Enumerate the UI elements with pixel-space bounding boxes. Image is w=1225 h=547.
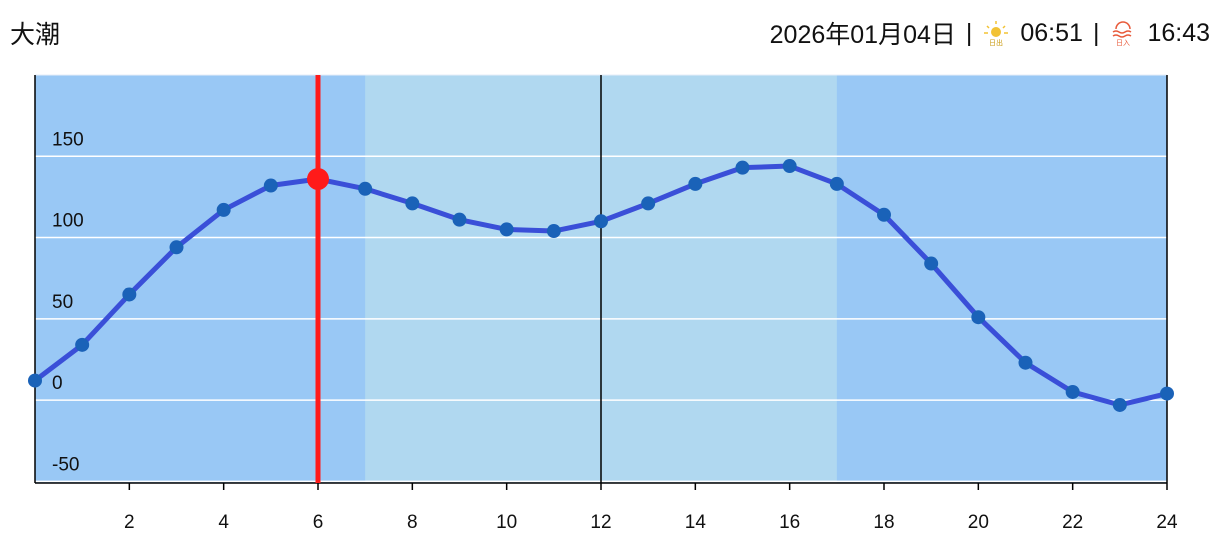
sunrise-icon-text: 日出 — [989, 38, 1003, 47]
x-tick-label: 16 — [779, 512, 800, 533]
tide-point — [641, 196, 656, 211]
x-tick-label: 24 — [1156, 512, 1178, 533]
y-tick-label: 150 — [52, 129, 84, 150]
tide-point — [405, 196, 420, 211]
tide-point — [1018, 355, 1033, 370]
tide-point — [829, 176, 844, 191]
tide-point — [688, 176, 703, 191]
tide-point — [28, 373, 42, 388]
y-tick-label: 0 — [52, 373, 63, 394]
separator: | — [1092, 18, 1100, 47]
tide-point — [1065, 384, 1080, 399]
date: 2026年01月04日 — [769, 21, 956, 49]
sunset-icon-text: 日入 — [1116, 39, 1130, 47]
sunset-icon: 日入 — [1113, 21, 1132, 47]
x-tick-label: 4 — [218, 512, 229, 533]
x-tick-label: 6 — [313, 512, 324, 533]
tide-point — [499, 222, 514, 237]
y-tick-label: -50 — [52, 454, 79, 475]
tide-point — [546, 224, 561, 239]
header: 大潮 2026年01月04日 | 日出 06:51 | 日入 16:43 — [0, 0, 1225, 66]
tide-point — [452, 212, 467, 227]
x-tick-label: 10 — [496, 512, 517, 533]
x-tick-label: 20 — [968, 512, 989, 533]
tide-point — [263, 178, 278, 193]
header-info: 2026年01月04日 | 日出 06:51 | 日入 16:43 — [770, 15, 1210, 51]
tide-point — [877, 207, 891, 222]
y-tick-label: 100 — [52, 211, 84, 232]
current-point — [307, 168, 329, 191]
tide-point — [1160, 386, 1174, 401]
sunrise-icon: 日出 — [984, 21, 1009, 47]
tide-point — [216, 202, 231, 217]
tide-point — [122, 287, 137, 302]
tide-point — [924, 256, 939, 271]
tide-type: 大潮 — [10, 21, 61, 49]
tide-point — [735, 160, 750, 175]
x-tick-label: 2 — [124, 512, 135, 533]
sunset-time: 16:43 — [1147, 18, 1210, 47]
separator: | — [965, 18, 973, 47]
tide-point — [75, 337, 90, 352]
x-tick-label: 12 — [590, 512, 611, 533]
tide-point — [169, 240, 184, 255]
tide-point — [358, 181, 373, 196]
y-tick-label: 50 — [52, 292, 73, 313]
tide-point — [782, 159, 797, 174]
tide-point — [971, 310, 986, 325]
x-tick-label: 22 — [1062, 512, 1083, 533]
tide-point — [594, 214, 608, 229]
sunrise-time: 06:51 — [1020, 18, 1083, 47]
x-tick-label: 14 — [685, 512, 707, 533]
x-tick-label: 8 — [407, 512, 418, 533]
x-tick-label: 18 — [873, 512, 894, 533]
tide-point — [1112, 397, 1127, 412]
